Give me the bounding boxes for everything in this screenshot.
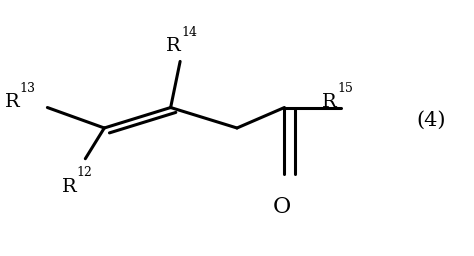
Text: (4): (4) (417, 111, 446, 130)
Text: 12: 12 (77, 166, 92, 179)
Text: R: R (166, 37, 181, 55)
Text: 15: 15 (337, 82, 353, 95)
Text: 13: 13 (20, 82, 36, 95)
Text: R: R (5, 93, 19, 111)
Text: O: O (273, 196, 291, 218)
Text: 14: 14 (181, 26, 197, 38)
Text: R: R (322, 93, 337, 111)
Text: R: R (62, 178, 76, 196)
